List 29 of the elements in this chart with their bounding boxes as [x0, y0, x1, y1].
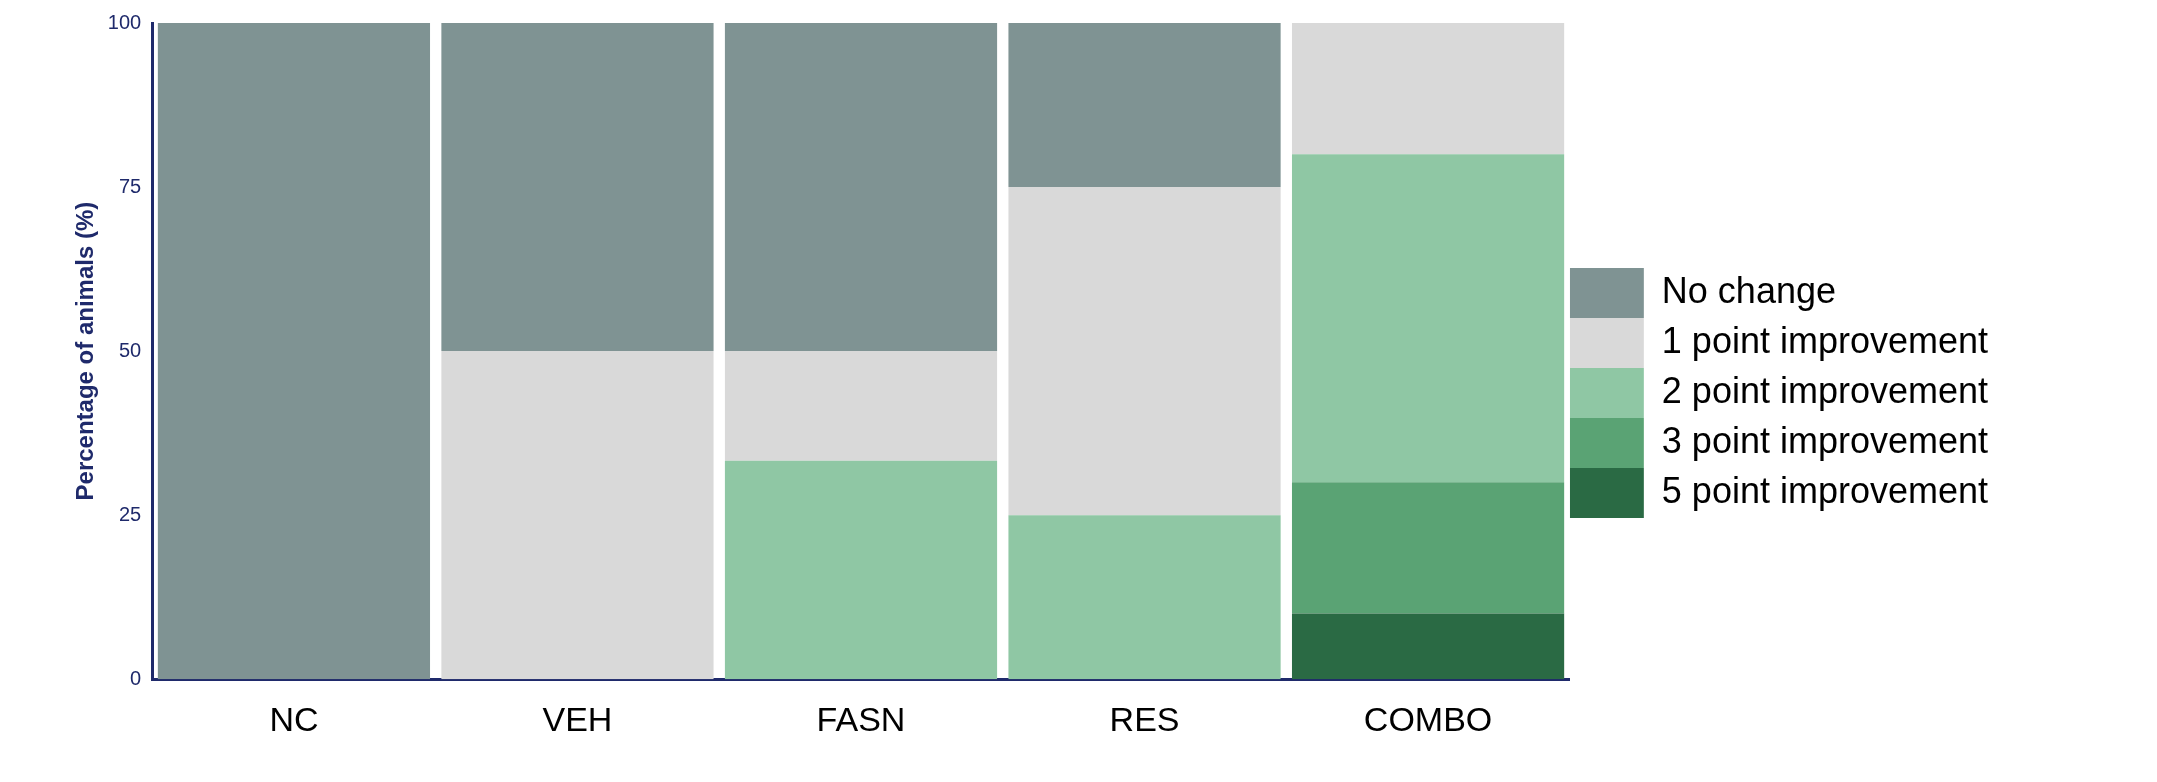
bar — [441, 351, 714, 680]
x-tick-label: NC — [269, 699, 319, 738]
bar — [724, 23, 998, 352]
bar — [441, 23, 714, 352]
y-tick-label: 75 — [118, 174, 142, 197]
y-tick-label: 100 — [107, 10, 142, 33]
legend-label: 3 point improvement — [1661, 419, 1989, 461]
y-tick-label: 0 — [130, 666, 142, 689]
x-tick-label: FASN — [816, 699, 906, 738]
y-tick-label: 50 — [118, 338, 142, 361]
y-tick-label: 25 — [118, 502, 142, 525]
x-tick-label: VEH — [542, 699, 613, 738]
legend-label: 5 point improvement — [1661, 469, 1989, 511]
bar — [1291, 482, 1565, 614]
x-tick-label: COMBO — [1363, 699, 1493, 738]
y-axis-title: Percentage of animals (%) — [71, 201, 99, 501]
bar — [1291, 613, 1565, 680]
legend-label: 2 point improvement — [1661, 369, 1989, 411]
legend-label: 1 point improvement — [1661, 319, 1989, 361]
bar — [1008, 515, 1281, 680]
bar — [724, 351, 998, 461]
bar — [1291, 23, 1565, 155]
bar — [157, 23, 431, 680]
bar — [724, 460, 998, 680]
x-tick-label: RES — [1109, 699, 1180, 738]
legend-label: No change — [1661, 269, 1836, 311]
bar — [1291, 154, 1565, 483]
bar — [1008, 23, 1281, 188]
bar — [1008, 187, 1281, 516]
